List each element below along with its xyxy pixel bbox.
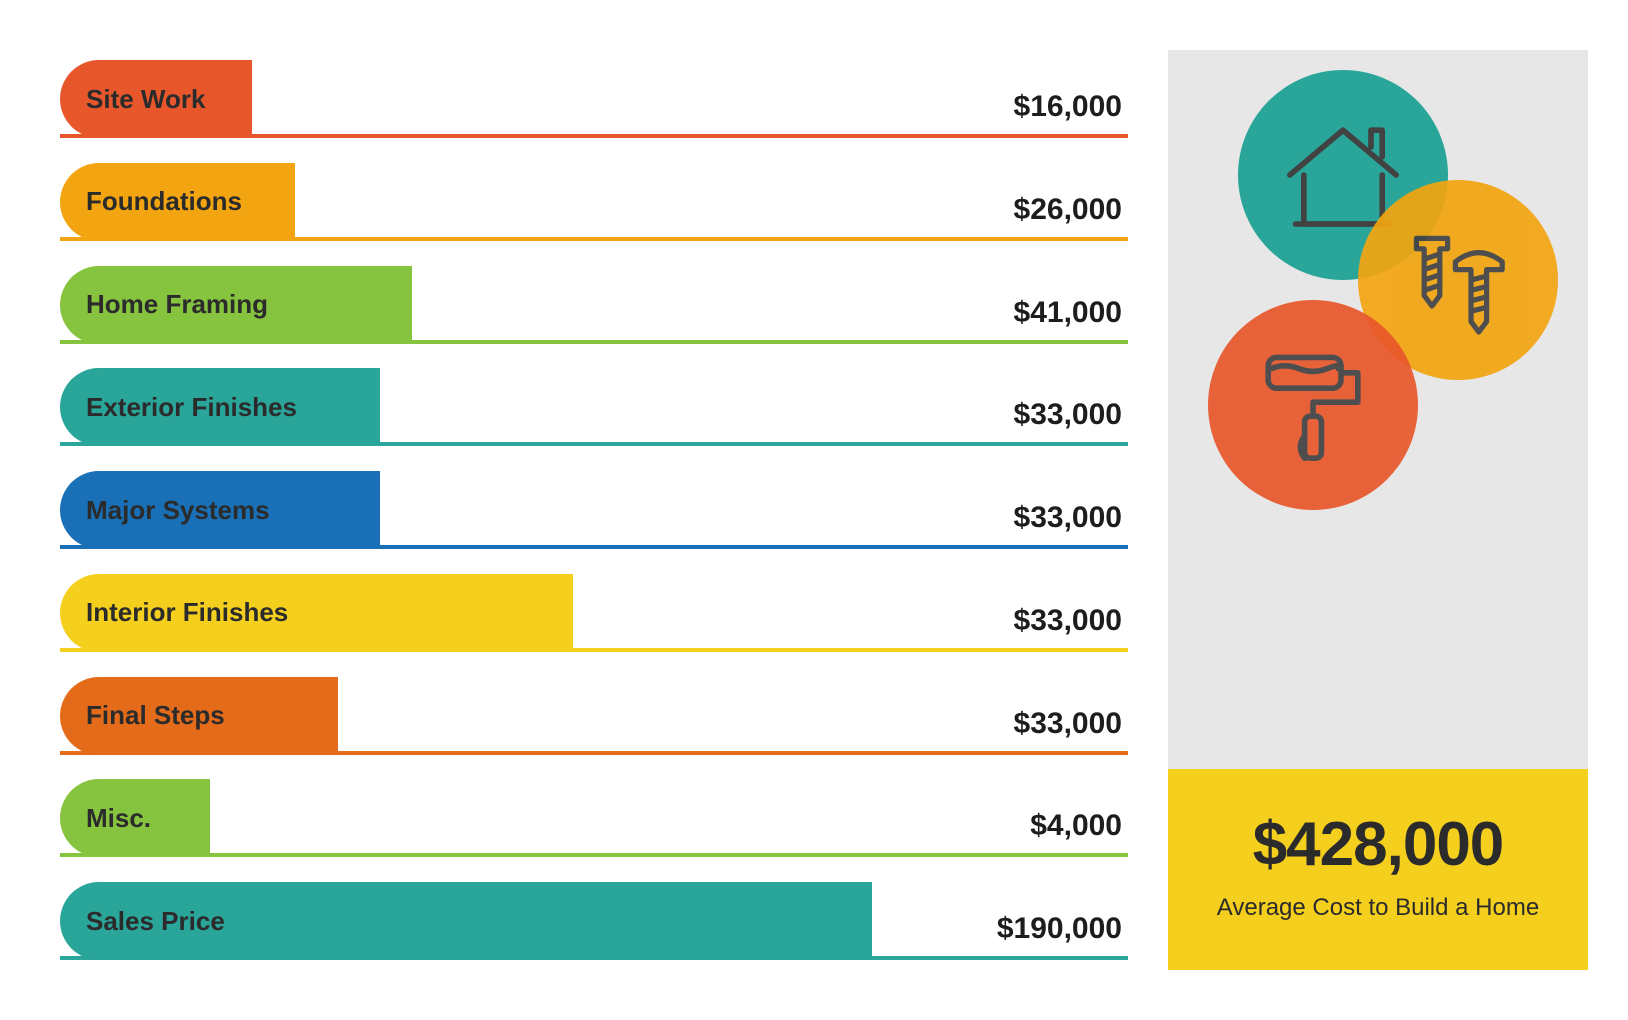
bar-row: Home Framing $41,000 [60, 266, 1128, 344]
bar-row: Foundations $26,000 [60, 163, 1128, 241]
bar-label: Site Work [86, 84, 205, 115]
bar-value: $190,000 [997, 912, 1122, 946]
bar-row: Interior Finishes $33,000 [60, 574, 1128, 652]
bar-label: Major Systems [86, 495, 270, 526]
icons-area [1168, 50, 1588, 769]
bar-underline [60, 853, 1128, 857]
bar-value: $16,000 [1014, 90, 1122, 124]
bar-value: $41,000 [1014, 296, 1122, 330]
bar-pill: Site Work [60, 60, 252, 138]
bar-row: Exterior Finishes $33,000 [60, 368, 1128, 446]
bar-pill: Home Framing [60, 266, 412, 344]
bar-row: Final Steps $33,000 [60, 677, 1128, 755]
bar-label: Foundations [86, 186, 242, 217]
bar-pill: Misc. [60, 779, 210, 857]
bar-pill: Foundations [60, 163, 295, 241]
bar-row: Misc. $4,000 [60, 779, 1128, 857]
screws-icon [1393, 215, 1523, 345]
bar-pill: Interior Finishes [60, 574, 573, 652]
paint-roller-icon [1243, 335, 1383, 475]
bar-label: Exterior Finishes [86, 392, 297, 423]
bar-value: $26,000 [1014, 193, 1122, 227]
roller-circle [1208, 300, 1418, 510]
bar-pill: Exterior Finishes [60, 368, 380, 446]
total-subtitle: Average Cost to Build a Home [1188, 894, 1568, 922]
bar-pill: Final Steps [60, 677, 338, 755]
bar-label: Home Framing [86, 289, 268, 320]
total-box: $428,000 Average Cost to Build a Home [1168, 769, 1588, 970]
sidebar: $428,000 Average Cost to Build a Home [1168, 50, 1588, 970]
bars-column: Site Work $16,000 Foundations $26,000 Home F… [60, 50, 1128, 970]
bar-pill: Major Systems [60, 471, 380, 549]
bar-value: $33,000 [1014, 707, 1122, 741]
bar-row: Site Work $16,000 [60, 60, 1128, 138]
bar-value: $33,000 [1014, 501, 1122, 535]
bar-pill: Sales Price [60, 882, 872, 960]
bar-value: $33,000 [1014, 398, 1122, 432]
bar-row: Major Systems $33,000 [60, 471, 1128, 549]
bar-row: Sales Price $190,000 [60, 882, 1128, 960]
bar-label: Misc. [86, 803, 151, 834]
bar-label: Interior Finishes [86, 597, 288, 628]
bar-label: Sales Price [86, 906, 225, 937]
total-amount: $428,000 [1188, 809, 1568, 880]
bar-value: $4,000 [1030, 809, 1122, 843]
bar-label: Final Steps [86, 700, 225, 731]
bar-value: $33,000 [1014, 604, 1122, 638]
